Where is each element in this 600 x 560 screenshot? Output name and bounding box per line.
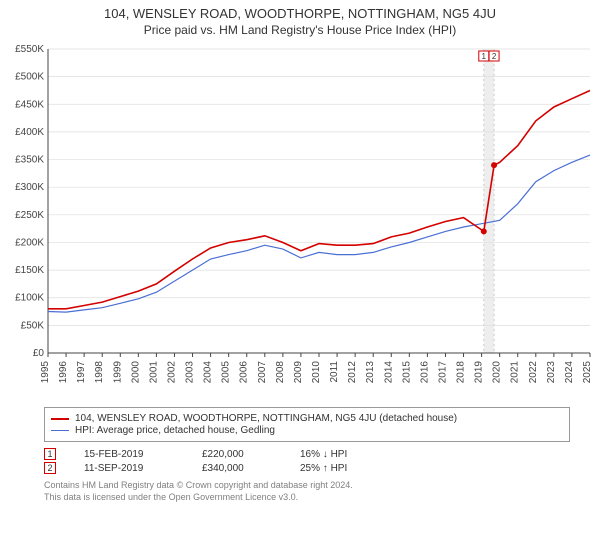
svg-text:2025: 2025	[582, 361, 593, 384]
sale-price: £340,000	[202, 463, 272, 474]
svg-text:1998: 1998	[94, 361, 105, 384]
svg-text:2011: 2011	[329, 361, 340, 383]
svg-text:2009: 2009	[293, 361, 304, 384]
sale-delta: 16% ↓ HPI	[300, 449, 370, 460]
svg-text:1997: 1997	[76, 361, 87, 384]
legend-label: HPI: Average price, detached house, Gedl…	[75, 425, 275, 436]
svg-text:2: 2	[492, 52, 497, 61]
chart-title: 104, WENSLEY ROAD, WOODTHORPE, NOTTINGHA…	[0, 0, 600, 21]
svg-text:2018: 2018	[456, 361, 467, 384]
svg-text:2001: 2001	[148, 361, 159, 384]
svg-text:2015: 2015	[401, 361, 412, 384]
svg-text:£350K: £350K	[15, 155, 44, 166]
chart-area: £0 £50K £100K £150K £200K £250K £300K £350K £400…	[0, 43, 600, 403]
svg-text:2021: 2021	[510, 361, 521, 384]
svg-text:£0: £0	[33, 348, 45, 359]
svg-text:1996: 1996	[58, 361, 69, 384]
svg-text:2006: 2006	[239, 361, 250, 384]
legend-swatch	[51, 418, 69, 420]
legend-label: 104, WENSLEY ROAD, WOODTHORPE, NOTTINGHA…	[75, 413, 457, 424]
legend-swatch	[51, 430, 69, 431]
svg-text:2002: 2002	[166, 361, 177, 384]
sale-price: £220,000	[202, 449, 272, 460]
attribution-text: Contains HM Land Registry data © Crown c…	[44, 480, 570, 503]
svg-text:2022: 2022	[528, 361, 539, 384]
svg-text:2012: 2012	[347, 361, 358, 384]
sale-date: 11-SEP-2019	[84, 463, 174, 474]
svg-text:2000: 2000	[130, 361, 141, 384]
legend-row: HPI: Average price, detached house, Gedl…	[51, 425, 563, 436]
attribution-line: Contains HM Land Registry data © Crown c…	[44, 480, 570, 492]
sales-table: 1 15-FEB-2019 £220,000 16% ↓ HPI 2 11-SE…	[44, 448, 570, 474]
svg-text:2010: 2010	[311, 361, 322, 384]
sales-row: 2 11-SEP-2019 £340,000 25% ↑ HPI	[44, 462, 570, 474]
legend-box: 104, WENSLEY ROAD, WOODTHORPE, NOTTINGHA…	[44, 407, 570, 442]
chart-svg: £0 £50K £100K £150K £200K £250K £300K £350K £400…	[0, 43, 600, 403]
svg-text:2005: 2005	[221, 361, 232, 384]
svg-text:£450K: £450K	[15, 99, 44, 110]
svg-text:£150K: £150K	[15, 265, 44, 276]
svg-text:£50K: £50K	[21, 320, 45, 331]
sale-delta: 25% ↑ HPI	[300, 463, 370, 474]
svg-text:2007: 2007	[257, 361, 268, 384]
svg-text:2004: 2004	[203, 361, 214, 384]
svg-text:£100K: £100K	[15, 293, 44, 304]
svg-text:2003: 2003	[185, 361, 196, 384]
svg-text:2020: 2020	[492, 361, 503, 384]
chart-subtitle: Price paid vs. HM Land Registry's House …	[0, 21, 600, 43]
svg-text:£250K: £250K	[15, 210, 44, 221]
attribution-line: This data is licensed under the Open Gov…	[44, 492, 570, 504]
svg-text:2008: 2008	[275, 361, 286, 384]
svg-text:£500K: £500K	[15, 72, 44, 83]
svg-text:£300K: £300K	[15, 182, 44, 193]
svg-text:2023: 2023	[546, 361, 557, 384]
svg-text:2019: 2019	[474, 361, 485, 384]
svg-text:1999: 1999	[112, 361, 123, 384]
svg-text:1: 1	[482, 52, 487, 61]
legend-row: 104, WENSLEY ROAD, WOODTHORPE, NOTTINGHA…	[51, 413, 563, 424]
svg-text:£550K: £550K	[15, 44, 44, 55]
svg-text:2016: 2016	[419, 361, 430, 384]
svg-text:£200K: £200K	[15, 237, 44, 248]
sale-date: 15-FEB-2019	[84, 449, 174, 460]
svg-text:2024: 2024	[564, 361, 575, 384]
sale-marker-icon: 1	[44, 448, 56, 460]
svg-text:2014: 2014	[383, 361, 394, 384]
svg-text:£400K: £400K	[15, 127, 44, 138]
sales-row: 1 15-FEB-2019 £220,000 16% ↓ HPI	[44, 448, 570, 460]
svg-text:2013: 2013	[365, 361, 376, 384]
svg-text:1995: 1995	[40, 361, 51, 384]
sale-marker-icon: 2	[44, 462, 56, 474]
svg-text:2017: 2017	[437, 361, 448, 384]
